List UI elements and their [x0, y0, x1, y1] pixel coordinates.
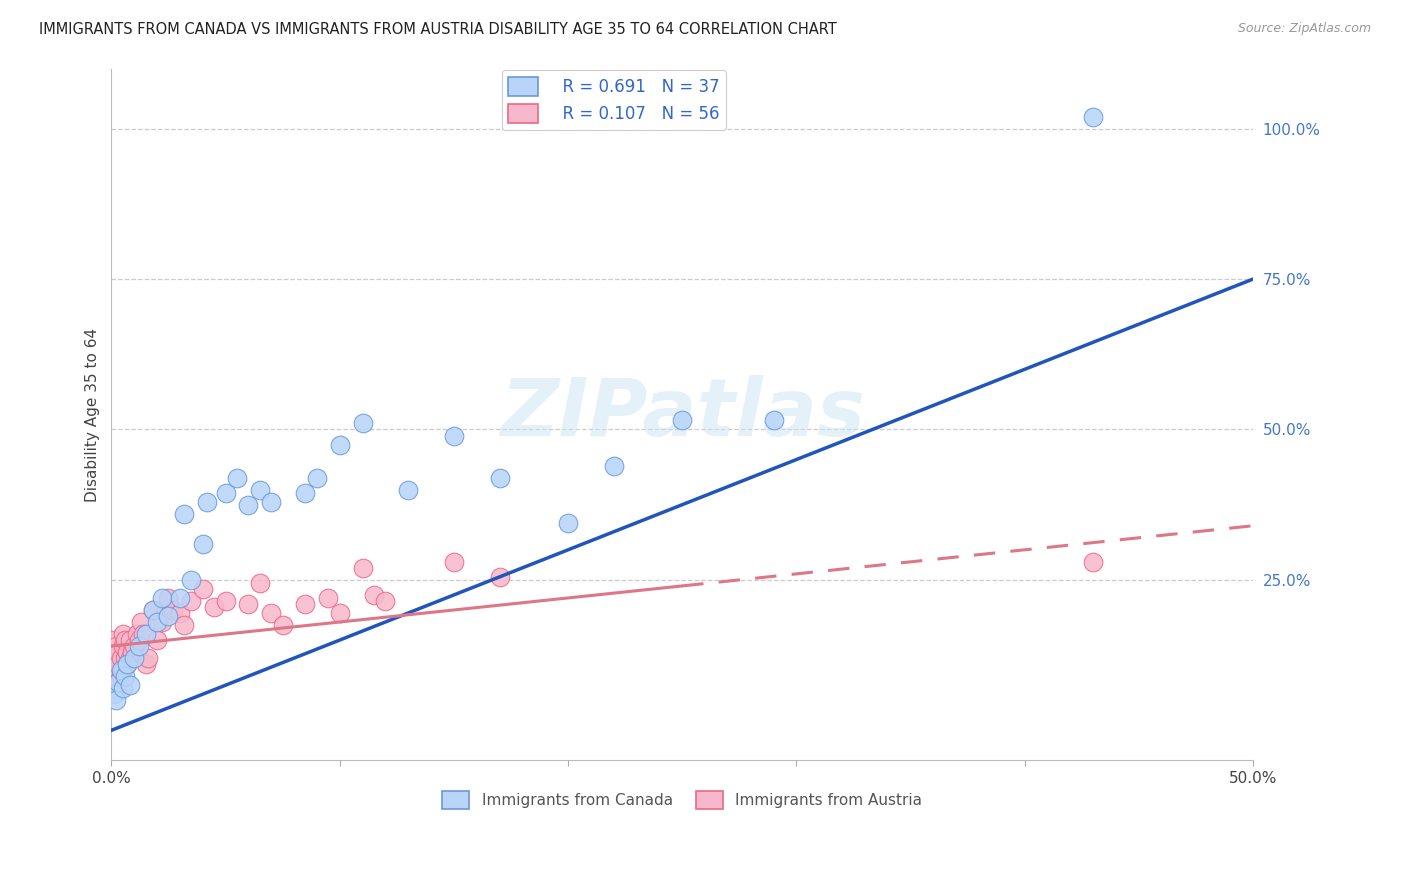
Legend: Immigrants from Canada, Immigrants from Austria: Immigrants from Canada, Immigrants from … — [436, 785, 928, 815]
Text: ZIPatlas: ZIPatlas — [499, 376, 865, 453]
Point — [329, 437, 352, 451]
Point — [128, 639, 150, 653]
Point — [352, 417, 374, 431]
Point — [260, 494, 283, 508]
Point — [557, 516, 579, 530]
Point — [103, 633, 125, 648]
Point — [155, 603, 177, 617]
Point — [238, 597, 260, 611]
Point — [141, 603, 163, 617]
Point — [122, 651, 145, 665]
Point — [1081, 555, 1104, 569]
Point — [157, 609, 180, 624]
Point — [114, 669, 136, 683]
Point — [180, 594, 202, 608]
Point — [202, 599, 225, 614]
Point — [146, 615, 169, 629]
Text: IMMIGRANTS FROM CANADA VS IMMIGRANTS FROM AUSTRIA DISABILITY AGE 35 TO 64 CORREL: IMMIGRANTS FROM CANADA VS IMMIGRANTS FRO… — [39, 22, 837, 37]
Point — [104, 651, 127, 665]
Point — [118, 633, 141, 648]
Point — [135, 627, 157, 641]
Point — [162, 603, 184, 617]
Point — [125, 627, 148, 641]
Point — [195, 494, 218, 508]
Text: Source: ZipAtlas.com: Source: ZipAtlas.com — [1237, 22, 1371, 36]
Point — [157, 591, 180, 605]
Point — [146, 633, 169, 648]
Point — [191, 537, 214, 551]
Point — [100, 675, 122, 690]
Point — [173, 618, 195, 632]
Point — [118, 651, 141, 665]
Point — [107, 675, 129, 690]
Point — [762, 413, 785, 427]
Point — [260, 606, 283, 620]
Point — [294, 597, 316, 611]
Point — [488, 470, 510, 484]
Point — [141, 603, 163, 617]
Point — [111, 681, 134, 696]
Point — [110, 669, 132, 683]
Point — [443, 428, 465, 442]
Point — [111, 663, 134, 677]
Point — [103, 687, 125, 701]
Point — [396, 483, 419, 497]
Point — [117, 657, 139, 672]
Point — [114, 651, 136, 665]
Point — [117, 657, 139, 672]
Point — [169, 591, 191, 605]
Point — [488, 570, 510, 584]
Point — [136, 651, 159, 665]
Point — [374, 594, 396, 608]
Point — [305, 470, 328, 484]
Point — [110, 651, 132, 665]
Point — [150, 615, 173, 629]
Point — [114, 633, 136, 648]
Point — [169, 606, 191, 620]
Point — [214, 485, 236, 500]
Point — [191, 582, 214, 596]
Point — [602, 458, 624, 473]
Point — [129, 615, 152, 629]
Point — [107, 657, 129, 672]
Point — [150, 591, 173, 605]
Point — [103, 669, 125, 683]
Point — [214, 594, 236, 608]
Point — [238, 498, 260, 512]
Point — [1081, 110, 1104, 124]
Point — [111, 627, 134, 641]
Point — [329, 606, 352, 620]
Point — [249, 483, 271, 497]
Point — [110, 663, 132, 677]
Point — [671, 413, 693, 427]
Point — [128, 633, 150, 648]
Point — [173, 507, 195, 521]
Point — [318, 591, 340, 605]
Point — [180, 573, 202, 587]
Point — [135, 657, 157, 672]
Point — [107, 645, 129, 659]
Point — [122, 639, 145, 653]
Point — [103, 657, 125, 672]
Point — [249, 575, 271, 590]
Point — [117, 645, 139, 659]
Point — [103, 645, 125, 659]
Point — [121, 645, 143, 659]
Point — [132, 627, 155, 641]
Point — [111, 639, 134, 653]
Point — [100, 651, 122, 665]
Point — [443, 555, 465, 569]
Point — [104, 693, 127, 707]
Point — [352, 561, 374, 575]
Y-axis label: Disability Age 35 to 64: Disability Age 35 to 64 — [86, 327, 100, 501]
Point — [363, 588, 385, 602]
Point — [226, 470, 249, 484]
Point — [104, 663, 127, 677]
Point — [271, 618, 294, 632]
Point — [107, 675, 129, 690]
Point — [118, 678, 141, 692]
Point — [104, 639, 127, 653]
Point — [294, 485, 316, 500]
